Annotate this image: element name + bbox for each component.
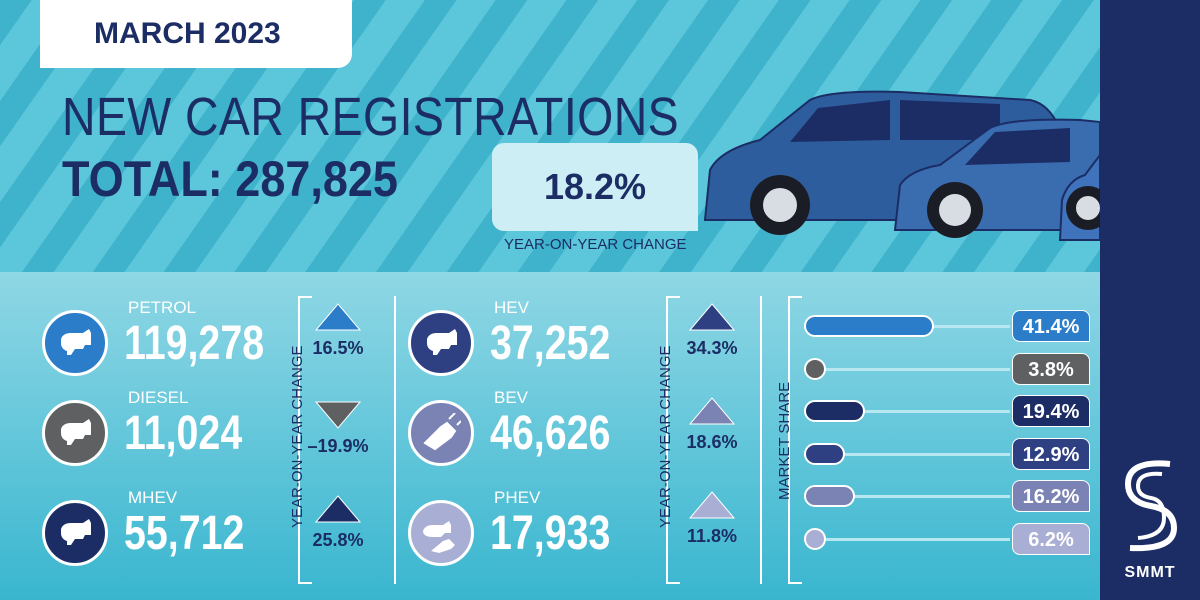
share-value: 6.2% <box>1012 522 1090 555</box>
share-track <box>804 495 1010 498</box>
share-bar <box>804 357 826 380</box>
petrol-badge <box>42 310 108 376</box>
arrow-up-icon <box>688 491 736 519</box>
change-value: –19.9% <box>307 436 369 456</box>
arrow-up-icon <box>688 397 736 425</box>
market-share-label: MARKET SHARE <box>776 381 793 500</box>
arrow-up-icon <box>314 303 362 331</box>
fuel-pump-icon <box>61 519 91 545</box>
divider <box>760 296 762 584</box>
fuel-name: HEV <box>494 298 529 317</box>
fuel-name: DIESEL <box>128 388 189 407</box>
fuel-name: PETROL <box>128 298 197 317</box>
fuel-pump-icon <box>427 329 457 355</box>
smmt-logo <box>1124 460 1178 552</box>
mhev-badge <box>42 500 108 566</box>
fuel-value: 119,278 <box>124 317 265 370</box>
arrow-down-icon <box>314 401 362 429</box>
share-value: 3.8% <box>1012 352 1090 385</box>
hev-badge <box>408 310 474 376</box>
plug-and-pump-icon <box>423 521 455 553</box>
fuel-value: 11,024 <box>124 407 243 460</box>
share-track <box>804 452 1010 456</box>
share-bar <box>804 485 855 507</box>
brand-name: SMMT <box>1124 564 1176 581</box>
date-tab: MARCH 2023 <box>40 0 352 68</box>
share-bar <box>804 315 934 337</box>
share-value: 19.4% <box>1012 395 1090 427</box>
change-bracket-left <box>298 296 312 584</box>
phev-badge <box>408 500 474 566</box>
divider <box>394 296 396 584</box>
share-track <box>804 537 1010 541</box>
share-value: 12.9% <box>1012 437 1090 470</box>
share-bracket <box>788 296 802 584</box>
change-bracket-right <box>666 296 680 584</box>
fuel-pump-icon <box>61 329 91 355</box>
share-track <box>804 367 1010 371</box>
cars-illustration <box>703 90 1100 241</box>
share-value: 41.4% <box>1012 310 1090 342</box>
change-value: 11.8% <box>686 526 738 546</box>
fuel-value: 37,252 <box>490 317 611 370</box>
change-value: 34.3% <box>686 338 738 358</box>
diesel-badge <box>42 400 108 466</box>
share-bar <box>804 442 845 465</box>
change-mhev: 25.8% <box>298 494 378 551</box>
share-bar <box>804 400 865 422</box>
change-value: 25.8% <box>312 530 364 550</box>
change-phev: 11.8% <box>672 490 752 547</box>
brand-sidebar <box>1100 0 1200 600</box>
fuel-pump-icon <box>61 419 91 445</box>
total-yoy-change: 18.2% <box>492 143 698 231</box>
fuel-name: PHEV <box>494 488 541 507</box>
change-bev: 18.6% <box>672 396 752 453</box>
change-value: 16.5% <box>312 338 364 358</box>
arrow-up-icon <box>688 303 736 331</box>
page-title: NEW CAR REGISTRATIONS <box>62 87 680 147</box>
share-track <box>804 410 1010 413</box>
fuel-name: BEV <box>494 388 529 407</box>
change-value: 18.6% <box>686 432 738 452</box>
change-diesel: –19.9% <box>298 400 378 457</box>
change-hev: 34.3% <box>672 302 752 359</box>
fuel-value: 17,933 <box>490 507 611 560</box>
total-registrations: TOTAL: 287,825 <box>62 151 398 207</box>
bev-badge <box>408 400 474 466</box>
ev-plug-icon <box>423 413 461 451</box>
fuel-value: 46,626 <box>490 407 611 460</box>
total-yoy-label: YEAR-ON-YEAR CHANGE <box>504 236 687 253</box>
change-petrol: 16.5% <box>298 302 378 359</box>
fuel-value: 55,712 <box>124 507 245 560</box>
share-value: 16.2% <box>1012 480 1090 512</box>
fuel-name: MHEV <box>128 488 178 507</box>
share-bar <box>804 527 826 550</box>
arrow-up-icon <box>314 495 362 523</box>
